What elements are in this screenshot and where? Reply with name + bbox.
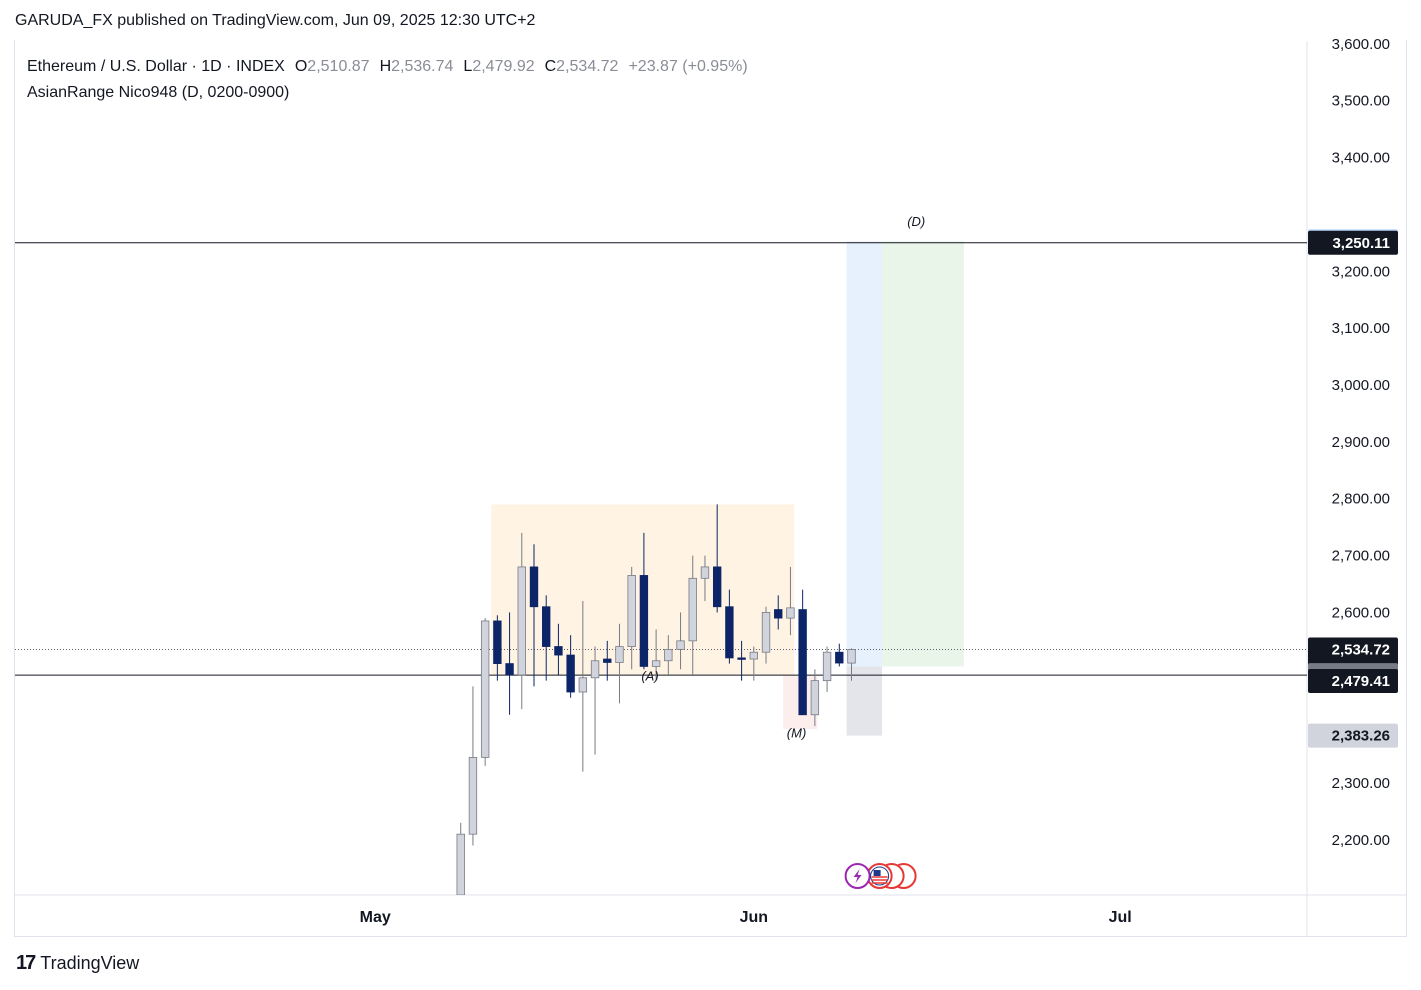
price-label-bg-5: [1308, 723, 1398, 748]
y-tick-label: 3,100.00: [1332, 320, 1390, 337]
low-value: 2,479.92: [472, 58, 535, 75]
x-tick-label: Jun: [740, 909, 768, 926]
risk-zone-box: [846, 666, 883, 736]
candle-body-21: [712, 566, 722, 608]
candle-body-6: [529, 566, 539, 608]
target-zone-box: [882, 241, 964, 667]
candle-body-5: [517, 566, 526, 676]
high-value: 2,536.74: [391, 58, 454, 75]
candle-body-23: [737, 657, 746, 660]
candle-body-26: [774, 609, 783, 619]
price-label-1: 3,250.11: [1332, 235, 1390, 252]
candle-body-7: [542, 606, 551, 647]
candle-body-25: [761, 612, 771, 653]
x-tick-label: May: [360, 909, 391, 926]
candle-body-32: [847, 649, 856, 664]
price-label-4: 2,479.41: [1332, 673, 1390, 690]
candle-body-0: [456, 833, 465, 895]
candle-body-18: [676, 640, 685, 650]
chart-legend: Ethereum / U.S. Dollar · 1D · INDEX O2,51…: [27, 54, 748, 106]
y-tick-label: 2,300.00: [1332, 775, 1390, 792]
y-tick-label: 2,200.00: [1332, 832, 1390, 849]
candle-body-11: [590, 660, 600, 679]
candle-body-17: [664, 648, 673, 662]
price-label-2: 2,534.72: [1332, 642, 1390, 659]
candle-body-8: [554, 646, 563, 656]
low-label: L: [463, 58, 473, 75]
us-flag-canton-icon: [873, 870, 881, 876]
candle-body-20: [700, 566, 710, 579]
open-value: 2,510.87: [307, 58, 370, 75]
y-tick-label: 2,700.00: [1332, 548, 1390, 565]
y-tick-label: 3,400.00: [1332, 150, 1390, 167]
price-label-bg-1: [1308, 230, 1398, 255]
annotation-2: (D): [907, 214, 925, 229]
candle-body-10: [578, 677, 588, 693]
candle-body-24: [749, 651, 758, 660]
candle-body-14: [627, 575, 636, 647]
candle-body-2: [480, 620, 490, 758]
candle-body-3: [493, 620, 502, 664]
tradingview-logo-icon: 17: [16, 952, 36, 974]
symbol-label[interactable]: Ethereum / U.S. Dollar · 1D · INDEX: [27, 58, 285, 75]
candle-body-16: [651, 660, 661, 667]
tradingview-logo-text: TradingView: [40, 953, 140, 973]
y-tick-label: 3,200.00: [1332, 263, 1390, 280]
y-tick-label: 2,800.00: [1332, 491, 1390, 508]
close-value: 2,534.72: [556, 58, 619, 75]
entry-zone-box: [846, 241, 883, 676]
indicator-row[interactable]: AsianRange Nico948 (D, 0200-0900): [27, 80, 748, 106]
price-label-bg-4: [1308, 668, 1398, 693]
annotation-1: (M): [787, 726, 807, 741]
candle-body-13: [615, 646, 624, 663]
candle-body-15: [639, 575, 649, 667]
y-tick-label: 2,600.00: [1332, 604, 1390, 621]
lightning-icon: [853, 869, 862, 883]
candle-body-29: [810, 680, 820, 716]
candle-body-22: [725, 606, 734, 659]
y-tick-label: 3,600.00: [1332, 36, 1390, 53]
candle-body-12: [603, 658, 612, 663]
tradingview-logo[interactable]: 17 TradingView: [16, 952, 139, 975]
candle-body-9: [566, 654, 575, 693]
annotation-0: (A): [641, 669, 658, 684]
candle-body-19: [688, 577, 697, 642]
x-tick-label: Jul: [1109, 909, 1132, 926]
y-tick-label: 3,000.00: [1332, 377, 1390, 394]
candle-body-4: [505, 663, 514, 676]
high-label: H: [379, 58, 392, 75]
y-tick-label: 2,900.00: [1332, 434, 1390, 451]
candle-body-28: [798, 609, 807, 716]
candle-body-30: [822, 651, 832, 682]
ohlc-row: Ethereum / U.S. Dollar · 1D · INDEX O2,51…: [27, 54, 748, 80]
candle-body-27: [786, 607, 795, 619]
y-tick-label: 3,500.00: [1332, 93, 1390, 110]
change-value: +23.87 (+0.95%): [628, 58, 748, 75]
chart-frame: [14, 40, 1407, 937]
close-label: C: [544, 58, 557, 75]
candle-body-31: [835, 651, 844, 664]
candle-body-1: [468, 757, 478, 835]
publisher-line: GARUDA_FX published on TradingView.com, …: [15, 12, 536, 29]
price-label-5: 2,383.26: [1332, 728, 1390, 745]
open-label: O: [294, 58, 308, 75]
indicator-label[interactable]: AsianRange Nico948 (D, 0200-0900): [27, 84, 290, 101]
